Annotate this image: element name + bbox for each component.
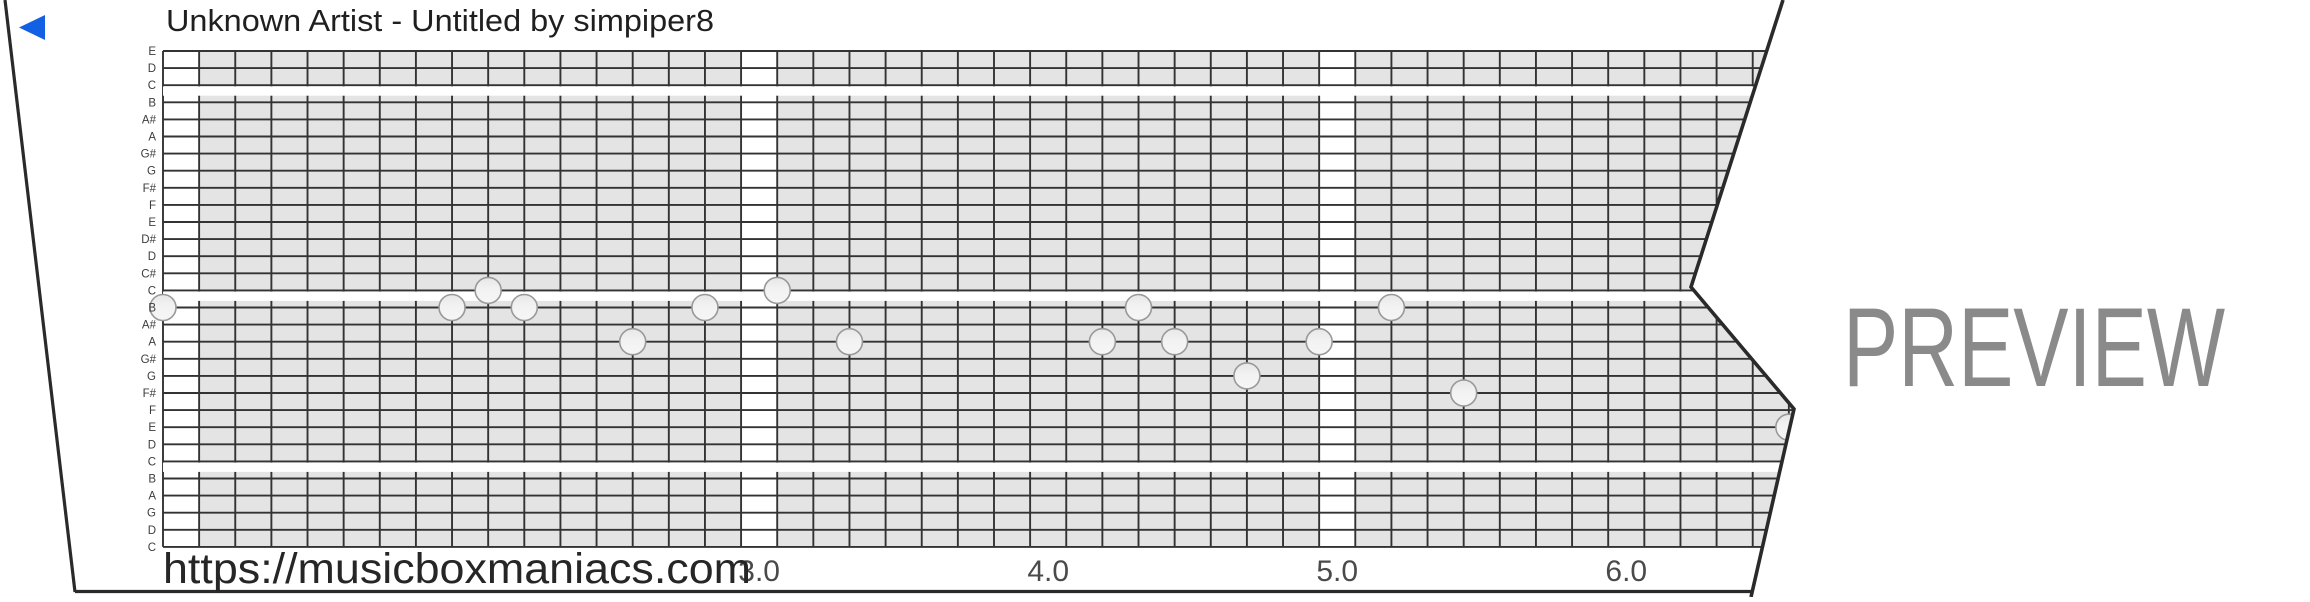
labels-layer: EDCBA#AG#GF#FED#DC#CBA#AG#GF#FEDCBAGDC3.… <box>141 46 1647 588</box>
beat-label: 6.0 <box>1605 555 1647 588</box>
note-row-label: D# <box>141 234 156 246</box>
octave-break-stripe <box>163 291 1794 301</box>
note-row-label: C# <box>141 268 156 280</box>
note-row-label: G# <box>141 354 157 366</box>
note-row-label: D <box>148 525 156 537</box>
note-circle <box>691 293 719 322</box>
note-row-label: C <box>148 456 156 468</box>
note-row-label: B <box>148 303 156 315</box>
note-circle <box>438 293 466 322</box>
beat-label: 4.0 <box>1027 555 1069 588</box>
note-row-label: A <box>148 132 156 144</box>
note-row-label: D <box>148 251 156 263</box>
preview-watermark: PREVIEW <box>1843 285 2225 410</box>
note-row-label: C <box>148 80 156 92</box>
beat-label: 5.0 <box>1316 555 1358 588</box>
note-circle <box>510 293 539 322</box>
octave-break-stripe <box>163 462 1794 472</box>
note-row-label: A# <box>142 114 157 126</box>
note-row-label: G <box>147 371 156 383</box>
strip-torn-edge <box>1688 0 1796 598</box>
note-circle <box>1233 362 1261 390</box>
note-row-label: A# <box>142 320 157 332</box>
back-icon[interactable] <box>19 15 45 40</box>
beat-label: 3.0 <box>738 555 780 588</box>
note-circle <box>1377 293 1406 322</box>
note-circle <box>149 293 177 322</box>
note-row-label: F# <box>143 388 157 400</box>
octave-break-stripe <box>163 86 1794 96</box>
note-row-label: D <box>148 63 156 75</box>
note-row-label: F <box>149 405 156 417</box>
strip-title: Unknown Artist - Untitled by simpiper8 <box>166 3 714 38</box>
note-row-label: F# <box>143 183 157 195</box>
note-circle <box>1124 293 1153 322</box>
note-circle <box>474 276 502 305</box>
note-circle <box>763 276 792 305</box>
note-circle <box>1305 327 1333 356</box>
note-row-label: C <box>148 285 156 297</box>
note-circle <box>835 327 864 356</box>
note-row-label: E <box>148 46 156 58</box>
footer-url: https://musicboxmaniacs.com <box>163 545 751 593</box>
note-row-label: B <box>148 474 156 486</box>
note-row-label: G <box>147 508 156 520</box>
note-row-label: G# <box>141 149 157 161</box>
note-row-label: D <box>148 439 156 451</box>
note-row-label: E <box>148 422 156 434</box>
note-circle <box>1449 379 1478 407</box>
note-row-label: A <box>148 491 156 503</box>
note-row-label: B <box>148 97 156 109</box>
note-row-label: A <box>148 337 156 349</box>
note-circle <box>1088 327 1117 356</box>
grid <box>149 50 1794 548</box>
note-row-label: C <box>148 542 156 554</box>
note-row-label: G <box>147 166 156 178</box>
note-row-label: F <box>149 200 156 212</box>
note-circle <box>618 327 647 356</box>
note-row-label: E <box>148 217 156 229</box>
note-circle <box>1160 327 1189 356</box>
strip-left-edge <box>3 0 77 593</box>
